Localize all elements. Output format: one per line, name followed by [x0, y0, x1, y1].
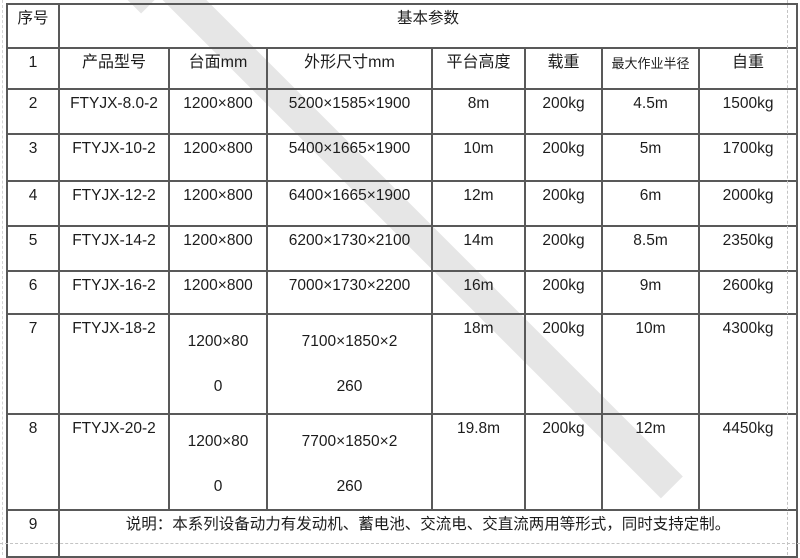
cell-radius: 8.5m: [601, 225, 700, 272]
cell-serial: 9: [6, 509, 60, 558]
cell-radius: 9m: [601, 270, 700, 315]
table-row: 6 FTYJX-16-2 1200×800 7000×1730×2200 16m…: [6, 270, 799, 315]
cell-platform-size: 1200×800: [168, 133, 268, 182]
cell-serial: 8: [6, 413, 60, 511]
cell-platform-size: 1200×80 0: [168, 413, 268, 511]
cell-platform-size: 1200×800: [168, 270, 268, 315]
table-row: 1 产品型号 台面mm 外形尺寸mm 平台高度 载重 最大作业半径 自重: [6, 47, 799, 90]
cell-serial-header: 序号: [6, 3, 60, 49]
cell-weight: 2000kg: [697, 180, 799, 227]
cell-platform-size: 1200×80 0: [168, 313, 268, 415]
col-header-platform-height: 平台高度: [431, 47, 526, 90]
cell-dimensions: 5200×1585×1900: [266, 88, 433, 135]
cell-model: FTYJX-14-2: [58, 225, 170, 272]
cell-serial: 3: [6, 133, 60, 182]
cell-serial: 6: [6, 270, 60, 315]
cell-load: 200kg: [524, 180, 603, 227]
page-boundary-right: [787, 0, 788, 555]
cell-weight: 4450kg: [697, 413, 799, 511]
cell-serial: 7: [6, 313, 60, 415]
cell-serial: 1: [6, 47, 60, 90]
cell-dimensions: 6400×1665×1900: [266, 180, 433, 227]
cell-platform-height: 18m: [431, 313, 526, 415]
cell-load: 200kg: [524, 413, 603, 511]
cell-platform-size: 1200×800: [168, 225, 268, 272]
col-header-load: 载重: [524, 47, 603, 90]
cell-line: 260: [336, 478, 363, 495]
table-row: 序号 基本参数: [6, 3, 799, 49]
cell-platform-height: 8m: [431, 88, 526, 135]
col-header-radius: 最大作业半径: [601, 47, 700, 90]
cell-platform-height: 16m: [431, 270, 526, 315]
cell-serial: 2: [6, 88, 60, 135]
cell-dimensions: 5400×1665×1900: [266, 133, 433, 182]
col-header-weight: 自重: [697, 47, 799, 90]
table-row: 7 FTYJX-18-2 1200×80 0 7100×1850×2 260 1…: [6, 313, 799, 415]
cell-line: 7100×1850×2: [301, 333, 398, 350]
cell-weight: 1500kg: [697, 88, 799, 135]
table-row: 4 FTYJX-12-2 1200×800 6400×1665×1900 12m…: [6, 180, 799, 227]
cell-radius: 4.5m: [601, 88, 700, 135]
cell-weight: 2600kg: [697, 270, 799, 315]
cell-platform-height: 19.8m: [431, 413, 526, 511]
cell-load: 200kg: [524, 133, 603, 182]
cell-platform-size: 1200×800: [168, 88, 268, 135]
cell-dimensions: 7100×1850×2 260: [266, 313, 433, 415]
page-boundary-bottom: [0, 543, 800, 544]
cell-dimensions: 7700×1850×2 260: [266, 413, 433, 511]
cell-dimensions: 7000×1730×2200: [266, 270, 433, 315]
cell-line: 0: [213, 378, 223, 395]
col-header-platform-size: 台面mm: [168, 47, 268, 90]
cell-model: FTYJX-10-2: [58, 133, 170, 182]
cell-note: 说明：本系列设备动力有发动机、蓄电池、交流电、交直流两用等形式，同时支持定制。: [57, 509, 799, 558]
cell-radius: 10m: [601, 313, 700, 415]
cell-line: 1200×80: [187, 333, 249, 350]
cell-model: FTYJX-16-2: [58, 270, 170, 315]
cell-weight: 2350kg: [697, 225, 799, 272]
table-row: 2 FTYJX-8.0-2 1200×800 5200×1585×1900 8m…: [6, 88, 799, 135]
cell-platform-height: 10m: [431, 133, 526, 182]
table-row: 9 说明：本系列设备动力有发动机、蓄电池、交流电、交直流两用等形式，同时支持定制…: [6, 509, 799, 558]
cell-model: FTYJX-20-2: [58, 413, 170, 511]
cell-line: 7700×1850×2: [301, 433, 398, 450]
cell-radius: 5m: [601, 133, 700, 182]
spec-table: 序号 基本参数 1 产品型号 台面mm 外形尺寸mm 平台高度 载重 最大作业半…: [6, 3, 799, 558]
table-row: 3 FTYJX-10-2 1200×800 5400×1665×1900 10m…: [6, 133, 799, 182]
cell-serial: 5: [6, 225, 60, 272]
cell-platform-height: 12m: [431, 180, 526, 227]
table-row: 5 FTYJX-14-2 1200×800 6200×1730×2100 14m…: [6, 225, 799, 272]
page-boundary-left: [2, 0, 3, 555]
cell-load: 200kg: [524, 313, 603, 415]
cell-load: 200kg: [524, 88, 603, 135]
cell-load: 200kg: [524, 225, 603, 272]
cell-radius: 6m: [601, 180, 700, 227]
cell-load: 200kg: [524, 270, 603, 315]
cell-weight: 4300kg: [697, 313, 799, 415]
cell-weight: 1700kg: [697, 133, 799, 182]
cell-serial: 4: [6, 180, 60, 227]
table-row: 8 FTYJX-20-2 1200×80 0 7700×1850×2 260 1…: [6, 413, 799, 511]
cell-line: 1200×80: [187, 433, 249, 450]
cell-platform-size: 1200×800: [168, 180, 268, 227]
table-title-cell: 基本参数: [57, 3, 799, 49]
cell-dimensions: 6200×1730×2100: [266, 225, 433, 272]
col-header-model: 产品型号: [58, 47, 170, 90]
cell-line: 0: [213, 478, 223, 495]
col-header-dimensions: 外形尺寸mm: [266, 47, 433, 90]
cell-radius: 12m: [601, 413, 700, 511]
cell-line: 260: [336, 378, 363, 395]
cell-platform-height: 14m: [431, 225, 526, 272]
cell-model: FTYJX-12-2: [58, 180, 170, 227]
cell-model: FTYJX-8.0-2: [58, 88, 170, 135]
cell-model: FTYJX-18-2: [58, 313, 170, 415]
